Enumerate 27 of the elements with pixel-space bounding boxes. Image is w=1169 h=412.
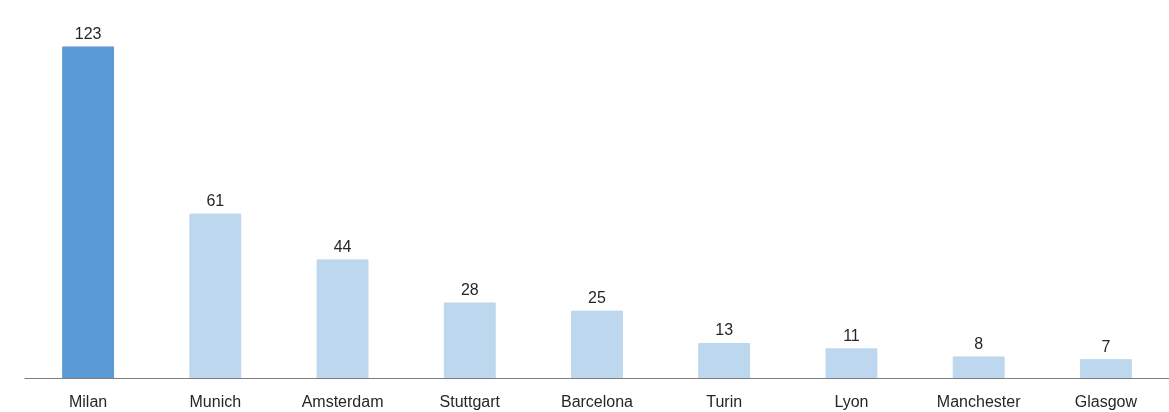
x-tick-label: Manchester xyxy=(936,392,1022,410)
x-tick-label: Amsterdam xyxy=(301,392,384,410)
bar xyxy=(189,213,242,379)
data-label: 44 xyxy=(333,237,352,255)
data-label: 123 xyxy=(74,24,102,42)
x-tick-label: Lyon xyxy=(834,392,869,410)
data-label: 25 xyxy=(588,289,606,307)
x-tick-label: Barcelona xyxy=(560,392,634,410)
data-label: 7 xyxy=(1101,337,1111,355)
bar xyxy=(952,356,1005,379)
x-tick-label: Milan xyxy=(68,392,108,410)
bar xyxy=(1079,359,1132,379)
bar xyxy=(571,310,623,379)
x-tick-label: Munich xyxy=(189,392,242,410)
data-label: 61 xyxy=(206,192,225,210)
bar xyxy=(698,342,751,379)
data-label: 28 xyxy=(460,281,479,299)
bar xyxy=(62,46,115,379)
x-tick-label: Stuttgart xyxy=(439,392,501,410)
data-label: 11 xyxy=(843,326,860,344)
x-tick-label: Turin xyxy=(706,392,743,410)
data-label: 8 xyxy=(974,334,984,352)
bar xyxy=(316,259,369,379)
data-label: 13 xyxy=(715,321,734,339)
x-tick-label: Glasgow xyxy=(1074,392,1138,410)
bar xyxy=(443,302,496,379)
bar xyxy=(825,348,878,379)
